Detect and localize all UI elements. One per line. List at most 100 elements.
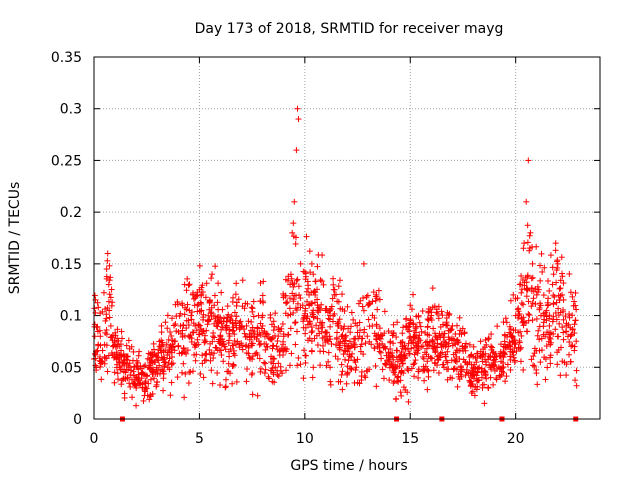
- data-point: [171, 338, 178, 345]
- data-point: [293, 277, 300, 284]
- data-point: [192, 357, 199, 364]
- data-point: [417, 323, 424, 330]
- data-point: [123, 342, 130, 349]
- data-point: [330, 281, 337, 288]
- data-point: [525, 311, 532, 318]
- data-point: [148, 368, 155, 375]
- data-point: [573, 306, 580, 313]
- data-point: [243, 322, 250, 329]
- data-point: [229, 380, 236, 387]
- data-point: [208, 367, 215, 374]
- data-point: [183, 306, 190, 313]
- data-point: [289, 290, 296, 297]
- data-point: [334, 355, 341, 362]
- data-point: [410, 333, 417, 340]
- data-point: [541, 354, 548, 361]
- data-point: [187, 312, 194, 319]
- data-point: [261, 333, 268, 340]
- data-point: [539, 268, 546, 275]
- data-point: [394, 374, 401, 381]
- data-point: [310, 271, 317, 278]
- data-point: [424, 331, 431, 338]
- data-point: [458, 368, 465, 375]
- data-point: [303, 288, 310, 295]
- data-point: [282, 367, 289, 374]
- data-point: [437, 323, 444, 330]
- data-point: [179, 327, 186, 334]
- data-point: [529, 260, 536, 267]
- data-point: [394, 358, 401, 365]
- data-point: [537, 312, 544, 319]
- data-point: [482, 336, 489, 343]
- data-point: [145, 364, 152, 371]
- data-point: [279, 320, 286, 327]
- data-point: [287, 281, 294, 288]
- data-point: [385, 328, 392, 335]
- data-point: [347, 329, 354, 336]
- data-point: [363, 294, 370, 301]
- data-point: [183, 325, 190, 332]
- data-point: [567, 333, 574, 340]
- data-point: [192, 322, 199, 329]
- data-point: [387, 360, 394, 367]
- data-point: [207, 357, 214, 364]
- data-point: [281, 346, 288, 353]
- data-point: [159, 355, 166, 362]
- data-point: [425, 309, 432, 316]
- data-point: [322, 339, 329, 346]
- data-point: [511, 358, 518, 365]
- data-point: [389, 332, 396, 339]
- data-point: [502, 378, 509, 385]
- data-point: [439, 349, 446, 356]
- data-point: [285, 273, 292, 280]
- data-point: [104, 368, 111, 375]
- data-point: [243, 350, 250, 357]
- data-point: [542, 333, 549, 340]
- data-point: [524, 222, 531, 229]
- data-point: [374, 306, 381, 313]
- data-point: [415, 374, 422, 381]
- data-point: [408, 345, 415, 352]
- data-point: [134, 359, 141, 366]
- data-point: [516, 310, 523, 317]
- data-point: [439, 312, 446, 319]
- data-point: [360, 260, 367, 267]
- data-point: [275, 360, 282, 367]
- data-point: [206, 297, 213, 304]
- data-point: [290, 220, 297, 227]
- data-point: [411, 373, 418, 380]
- data-point: [256, 355, 263, 362]
- data-point: [369, 322, 376, 329]
- data-point: [538, 347, 545, 354]
- data-point: [405, 398, 412, 405]
- data-point: [352, 359, 359, 366]
- data-point: [203, 280, 210, 287]
- data-point: [534, 381, 541, 388]
- data-point: [154, 353, 161, 360]
- data-point: [415, 343, 422, 350]
- data-point: [567, 289, 574, 296]
- data-point: [226, 333, 233, 340]
- data-point: [150, 340, 157, 347]
- data-point: [122, 369, 129, 376]
- data-point: [179, 333, 186, 340]
- data-point: [525, 157, 532, 164]
- data-point: [308, 300, 315, 307]
- data-point: [225, 348, 232, 355]
- data-point: [253, 336, 260, 343]
- data-point: [99, 359, 106, 366]
- data-point: [143, 372, 150, 379]
- data-point: [232, 341, 239, 348]
- data-point: [485, 336, 492, 343]
- data-point: [282, 292, 289, 299]
- data-point: [261, 370, 268, 377]
- data-point: [547, 352, 554, 359]
- data-point: [348, 353, 355, 360]
- data-point: [506, 323, 513, 330]
- data-point: [519, 286, 526, 293]
- data-point: [172, 301, 179, 308]
- data-point: [555, 312, 562, 319]
- data-point: [257, 368, 264, 375]
- data-point: [526, 232, 533, 239]
- data-point: [430, 339, 437, 346]
